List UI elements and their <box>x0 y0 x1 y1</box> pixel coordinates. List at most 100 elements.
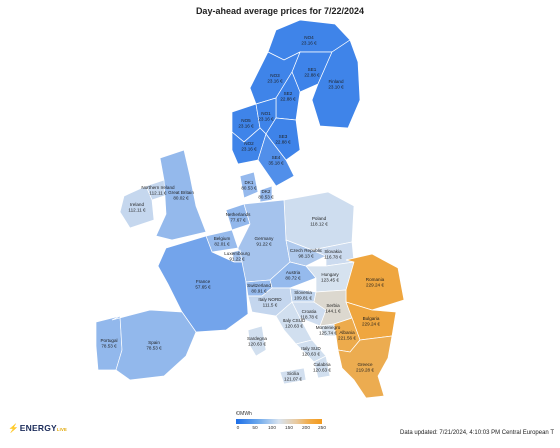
region-name-label: NO2 <box>244 141 254 146</box>
region-price-label: 111.5 € <box>263 303 278 308</box>
region-price-label: 219.28 € <box>356 368 374 373</box>
region-name-label: Italy SUD <box>301 346 321 351</box>
region-price-label: 91.22 € <box>256 242 272 247</box>
region-name-label: Montenegro <box>316 325 341 330</box>
legend-unit: €/MWh <box>236 411 252 417</box>
region-ireland[interactable] <box>119 185 155 229</box>
region-name-label: Great Britain <box>168 190 194 195</box>
region-name-label: NO3 <box>270 73 280 78</box>
region-price-label: 23.16 € <box>267 79 283 84</box>
region-greece[interactable] <box>337 335 393 399</box>
region-name-label: Italy NORD <box>258 297 282 302</box>
region-price-label: 80.53 € <box>258 195 274 200</box>
region-name-label: Calabria <box>313 362 331 367</box>
region-name-label: Slovakia <box>324 249 342 254</box>
region-sardegna[interactable] <box>247 325 267 357</box>
region-price-label: 22.88 € <box>304 73 320 78</box>
region-name-label: Belgium <box>214 236 231 241</box>
region-price-label: 125.74 € <box>319 331 337 336</box>
region-price-label: 23.16 € <box>258 117 274 122</box>
region-price-label: 23.16 € <box>238 124 254 129</box>
region-france[interactable] <box>157 235 249 333</box>
region-name-label: SE4 <box>272 155 281 160</box>
region-name-label: Serbia <box>326 303 340 308</box>
region-price-label: 23.16 € <box>241 147 257 152</box>
region-name-label: Greece <box>357 362 373 367</box>
region-price-label: 23.10 € <box>328 85 344 90</box>
region-dk2[interactable] <box>259 185 273 203</box>
region-price-label: 77.67 € <box>230 218 246 223</box>
region-price-label: 229.24 € <box>366 283 384 288</box>
region-name-label: NO1 <box>261 111 271 116</box>
region-price-label: 112.11 € <box>149 191 167 196</box>
region-name-label: Finland <box>328 79 344 84</box>
region-price-label: 80.72 € <box>285 276 301 281</box>
region-price-label: 80.02 € <box>173 196 189 201</box>
region-price-label: 112.11 € <box>128 208 146 213</box>
region-name-label: Slovenia <box>294 290 312 295</box>
brand-suffix: LIVE <box>56 427 68 432</box>
legend-tick: 0 <box>236 426 240 431</box>
region-name-label: Bulgaria <box>363 316 380 321</box>
region-se3[interactable] <box>265 117 301 161</box>
region-price-label: 80.91 € <box>251 289 267 294</box>
region-gb[interactable] <box>155 149 207 241</box>
legend-tick: 250 <box>317 426 327 431</box>
region-name-label: Germany <box>255 236 275 241</box>
region-name-label: Northern Ireland <box>141 185 175 190</box>
region-price-label: 123.45 € <box>321 278 339 283</box>
region-czech[interactable] <box>285 239 327 267</box>
region-price-label: 109.81 € <box>294 296 312 301</box>
region-name-label: Poland <box>312 216 327 221</box>
region-name-label: Albania <box>339 330 355 335</box>
region-name-label: SE2 <box>284 91 293 96</box>
region-name-label: Italy CSUD <box>283 318 306 323</box>
brand-logo[interactable]: ⚡ENERGYLIVE <box>8 423 67 434</box>
region-name-label: Portugal <box>100 338 117 343</box>
region-name-label: Ireland <box>130 202 144 207</box>
legend-tick: 200 <box>301 426 311 431</box>
region-sicilia[interactable] <box>279 367 307 385</box>
region-price-label: 118.78 € <box>300 315 318 320</box>
region-se4[interactable] <box>257 133 295 187</box>
legend-ticks: 0 50 100 150 200 250 <box>236 424 326 432</box>
region-name-label: NO4 <box>304 35 314 40</box>
region-price-label: 78.53 € <box>146 346 162 351</box>
bolt-icon: ⚡ <box>8 423 19 433</box>
region-price-label: 221.56 € <box>338 336 356 341</box>
region-finland[interactable] <box>311 39 361 129</box>
legend-tick: 150 <box>284 426 294 431</box>
region-calabria[interactable] <box>313 355 331 379</box>
region-name-label: Sicilia <box>287 371 299 376</box>
region-price-label: 22.88 € <box>280 97 296 102</box>
region-spain[interactable] <box>111 309 197 381</box>
region-name-label: Spain <box>148 340 160 345</box>
region-name-label: Hungary <box>321 272 339 277</box>
brand-name: ENERGY <box>19 423 57 433</box>
region-price-label: 23.16 € <box>301 41 317 46</box>
region-price-label: 120.63 € <box>285 324 303 329</box>
region-name-label: Czech Republic <box>290 248 323 253</box>
region-price-label: 82.01 € <box>214 242 230 247</box>
region-price-label: 116.78 € <box>324 255 342 260</box>
region-italy-nord[interactable] <box>247 287 293 317</box>
region-price-label: 98.13 € <box>298 254 314 259</box>
region-name-label: Netherlands <box>226 212 251 217</box>
region-price-label: 35.18 € <box>268 161 284 166</box>
region-dk1[interactable] <box>239 171 259 199</box>
region-price-label: 120.63 € <box>248 342 266 347</box>
region-name-label: Croatia <box>302 309 317 314</box>
region-price-label: 57.65 € <box>195 285 211 290</box>
region-price-label: 120.63 € <box>313 368 331 373</box>
region-name-label: Switzerland <box>247 283 271 288</box>
region-name-label: NO5 <box>241 118 251 123</box>
region-name-label: DK1 <box>245 180 254 185</box>
region-price-label: 78.53 € <box>101 344 117 349</box>
region-name-label: Romania <box>366 277 385 282</box>
data-updated-text: Data updated: 7/21/2024, 4:10:03 PM Cent… <box>400 430 554 436</box>
region-name-label: SE3 <box>279 134 288 139</box>
legend-tick: 50 <box>252 426 258 431</box>
color-legend: €/MWh 0 50 100 150 200 250 <box>236 411 326 432</box>
region-price-label: 144.1 € <box>325 309 341 314</box>
